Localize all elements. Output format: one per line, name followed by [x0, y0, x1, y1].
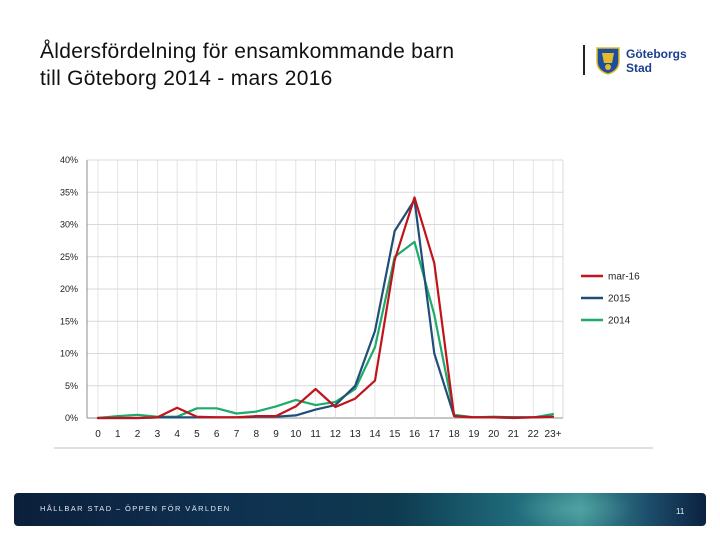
series-line-2014 [96, 240, 555, 420]
x-tick-label: 14 [369, 429, 381, 440]
x-tick-label: 12 [330, 429, 342, 440]
x-tick-label: 0 [95, 429, 101, 440]
x-tick-label: 1 [115, 429, 121, 440]
x-tick-label: 15 [389, 429, 401, 440]
y-tick-label: 0% [65, 413, 78, 423]
x-tick-label: 8 [253, 429, 259, 440]
footer-tagline: HÅLLBAR STAD – ÖPPEN FÖR VÄRLDEN [40, 504, 231, 513]
x-tick-label: 20 [488, 429, 500, 440]
x-tick-label: 18 [449, 429, 461, 440]
logo-wordmark: Göteborgs Stad [626, 47, 687, 75]
x-tick-label: 23+ [545, 429, 562, 440]
x-tick-label: 22 [528, 429, 540, 440]
goteborgs-stad-logo: Göteborgs Stad [594, 45, 694, 79]
y-tick-label: 40% [60, 155, 78, 165]
y-tick-label: 5% [65, 381, 78, 391]
x-tick-label: 11 [310, 429, 321, 440]
x-tick-label: 16 [409, 429, 421, 440]
footer-banner: HÅLLBAR STAD – ÖPPEN FÖR VÄRLDEN 11 [14, 493, 706, 526]
x-tick-label: 5 [194, 429, 200, 440]
y-tick-label: 10% [60, 349, 78, 359]
legend-label-mar-16: mar-16 [608, 272, 640, 283]
page-number: 11 [676, 507, 685, 516]
x-tick-label: 17 [429, 429, 441, 440]
series-line-mar-16 [96, 196, 555, 420]
y-tick-label: 30% [60, 220, 78, 230]
y-tick-label: 35% [60, 187, 78, 197]
legend-label-2014: 2014 [608, 316, 631, 327]
logo-line-1: Göteborgs [626, 47, 687, 61]
x-tick-label: 19 [468, 429, 480, 440]
title-line-2: till Göteborg 2014 - mars 2016 [40, 67, 333, 90]
x-tick-label: 2 [135, 429, 141, 440]
legend-label-2015: 2015 [608, 294, 631, 305]
y-tick-label: 15% [60, 316, 78, 326]
x-tick-label: 21 [508, 429, 520, 440]
coat-of-arms-icon [596, 47, 620, 75]
x-tick-label: 3 [155, 429, 161, 440]
logo-line-2: Stad [626, 61, 653, 75]
y-tick-label: 25% [60, 252, 78, 262]
x-tick-label: 9 [273, 429, 279, 440]
page-title: Åldersfördelning för ensamkommande barn … [40, 38, 580, 92]
x-tick-label: 4 [174, 429, 180, 440]
x-tick-label: 7 [234, 429, 240, 440]
title-line-1: Åldersfördelning för ensamkommande barn [40, 40, 455, 63]
header-divider [583, 45, 585, 75]
x-tick-label: 13 [350, 429, 362, 440]
x-tick-label: 10 [290, 429, 302, 440]
x-tick-label: 6 [214, 429, 220, 440]
y-tick-label: 20% [60, 284, 78, 294]
